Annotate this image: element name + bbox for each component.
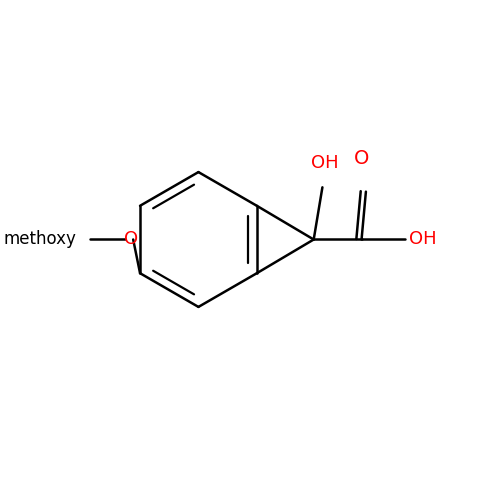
Text: methoxy: methoxy	[4, 230, 77, 249]
Text: OH: OH	[410, 230, 437, 249]
Text: O: O	[124, 230, 138, 249]
Text: O: O	[354, 148, 369, 168]
Text: OH: OH	[311, 154, 338, 172]
